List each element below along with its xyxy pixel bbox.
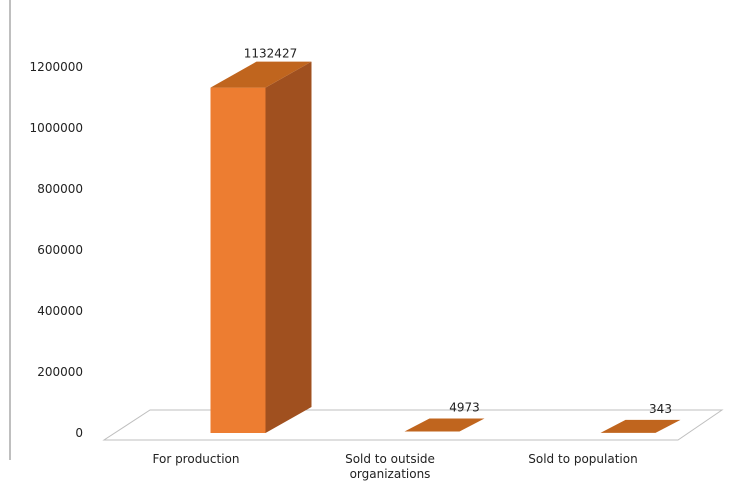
y-tick-label: 400000 — [37, 304, 83, 318]
bar — [600, 419, 681, 433]
bar-top — [600, 419, 681, 433]
category-label: For production — [153, 452, 240, 466]
y-tick-label: 800000 — [37, 182, 83, 196]
bar-top — [404, 418, 485, 432]
bar-front — [210, 87, 266, 433]
y-tick-label: 600000 — [37, 243, 83, 257]
y-tick-label: 200000 — [37, 365, 83, 379]
data-label: 4973 — [449, 400, 480, 414]
bar-side — [265, 61, 312, 433]
bar-top — [210, 61, 312, 88]
data-label: 1132427 — [244, 47, 297, 61]
y-tick-label: 1200000 — [30, 60, 83, 74]
floor-plane — [102, 409, 724, 441]
category-label: Sold to outside organizations — [345, 452, 435, 481]
data-label: 343 — [649, 402, 672, 416]
y-tick-label: 1000000 — [30, 121, 83, 135]
bar — [210, 61, 312, 433]
bar — [404, 418, 485, 432]
category-label: Sold to population — [528, 452, 637, 466]
y-tick-label: 0 — [75, 426, 83, 440]
